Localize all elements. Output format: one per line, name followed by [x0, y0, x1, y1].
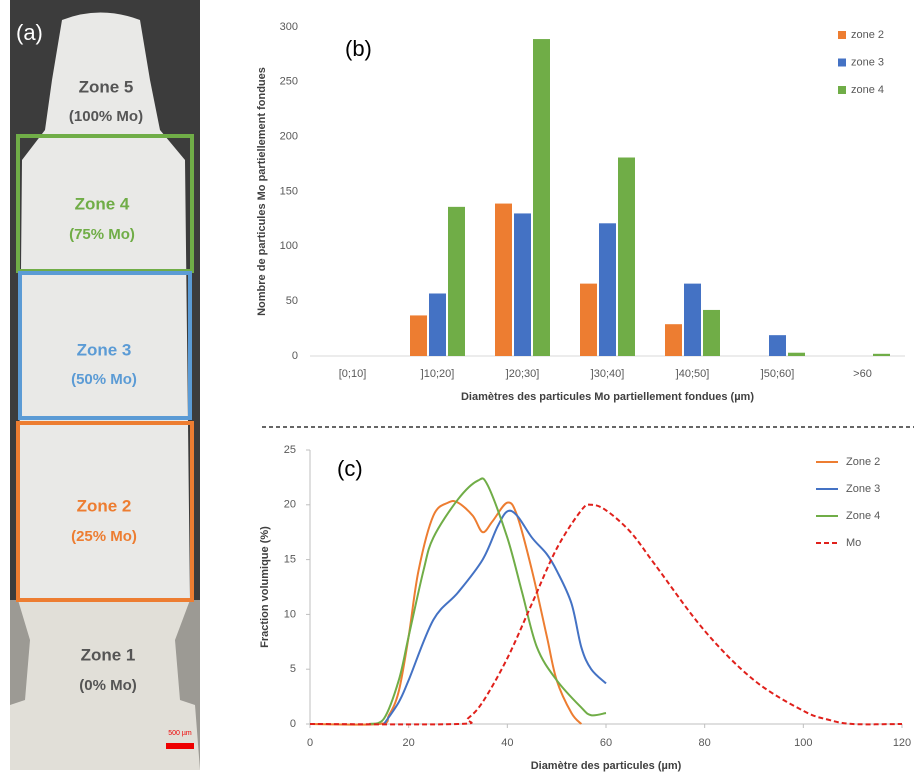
- legend-label: Zone 2: [846, 456, 880, 468]
- zone-composition: (25% Mo): [71, 528, 137, 545]
- y-tick-label: 0: [292, 350, 298, 362]
- bar: [665, 324, 682, 356]
- y-tick-label: 300: [280, 21, 298, 33]
- y-tick-label: 10: [284, 608, 296, 620]
- bar-chart: 0 50 100 150 200 250 300 [0;10] ]10;20] ]20;30] ]3…: [256, 21, 905, 403]
- zone-composition: (50% Mo): [71, 371, 137, 388]
- y-tick-label: 100: [280, 240, 298, 252]
- y-axis-label: Nombre de particules Mo partiellement fo…: [256, 67, 268, 316]
- legend-label: Zone 3: [846, 483, 880, 495]
- zone-2-box: [16, 421, 194, 602]
- scale-bar: [166, 743, 194, 749]
- x-tick-label: 40: [501, 737, 513, 749]
- x-tick-label: ]20;30]: [506, 368, 540, 380]
- x-axis-label: Diamètre des particules (µm): [531, 760, 682, 772]
- bar: [703, 309, 720, 356]
- legend-label: zone 3: [851, 56, 884, 68]
- y-tick-label: 25: [284, 444, 296, 456]
- x-tick-label: 60: [600, 737, 612, 749]
- bar: [514, 213, 531, 356]
- bar: [599, 223, 616, 356]
- x-tick-label: 0: [307, 737, 313, 749]
- zone-name: Zone 2: [77, 496, 132, 515]
- x-tick-label: >60: [853, 368, 872, 380]
- legend-label: Mo: [846, 537, 861, 549]
- zone-composition: (0% Mo): [79, 677, 137, 694]
- zone-3-box: [18, 271, 192, 420]
- y-axis-label: Fraction volumique (%): [259, 526, 271, 648]
- panel-label: (c): [337, 456, 363, 481]
- zone-name: Zone 3: [77, 340, 132, 359]
- bar: [495, 203, 512, 356]
- bar: [788, 352, 805, 356]
- legend-swatch: [838, 58, 846, 67]
- bar: [618, 157, 635, 356]
- bar: [429, 293, 446, 356]
- line: [368, 477, 607, 725]
- y-tick-label: 15: [284, 554, 296, 566]
- y-tick-label: 250: [280, 76, 298, 88]
- x-tick-label: ]40;50]: [676, 368, 710, 380]
- x-tick-label: ]50;60]: [761, 368, 795, 380]
- x-tick-label: ]30;40]: [591, 368, 625, 380]
- zone-composition: (75% Mo): [69, 226, 135, 243]
- x-tick-label: 80: [699, 737, 711, 749]
- bar: [873, 353, 890, 356]
- legend-swatch: [838, 31, 846, 39]
- bar: [448, 206, 465, 356]
- y-tick-label: 200: [280, 131, 298, 143]
- panel-label: (a): [16, 20, 43, 45]
- bar: [769, 335, 786, 356]
- x-tick-label: 100: [794, 737, 812, 749]
- y-tick-label: 20: [284, 499, 296, 511]
- zone-composition: (100% Mo): [69, 108, 143, 125]
- y-tick-label: 5: [290, 663, 296, 675]
- line: [309, 499, 583, 726]
- legend-swatch: [838, 86, 846, 94]
- x-tick-label: 120: [893, 737, 911, 749]
- y-tick-label: 0: [290, 718, 296, 730]
- line-chart: 0 5 10 15 20 25 0 20 40 60 80 100 120 Zone 2 Zone 3 Zon…: [259, 444, 911, 772]
- panel-label: (b): [345, 36, 372, 61]
- bar: [410, 315, 427, 356]
- zone-name: Zone 1: [81, 645, 136, 664]
- scale-bar-label: 500 µm: [168, 730, 192, 737]
- zone-name: Zone 5: [79, 77, 134, 96]
- zone-name: Zone 4: [75, 194, 130, 213]
- x-axis-label: Diamètres des particules Mo partiellemen…: [461, 391, 754, 403]
- y-tick-label: 150: [280, 185, 298, 197]
- legend-label: zone 2: [851, 29, 884, 41]
- bar: [580, 283, 597, 356]
- legend-label: zone 4: [851, 84, 884, 96]
- micrograph: 500 µm (a) Zone 5 (100% Mo) Zone 4 (75% …: [10, 0, 200, 770]
- line: [309, 503, 903, 726]
- substrate: [10, 600, 200, 770]
- legend-label: Zone 4: [846, 510, 880, 522]
- y-tick-label: 50: [286, 295, 298, 307]
- bar: [533, 39, 550, 357]
- bar: [684, 283, 701, 356]
- x-tick-label: ]10;20]: [421, 368, 455, 380]
- deposit: [10, 12, 200, 770]
- x-tick-label: [0;10]: [339, 368, 367, 380]
- line: [383, 509, 607, 725]
- x-tick-label: 20: [403, 737, 415, 749]
